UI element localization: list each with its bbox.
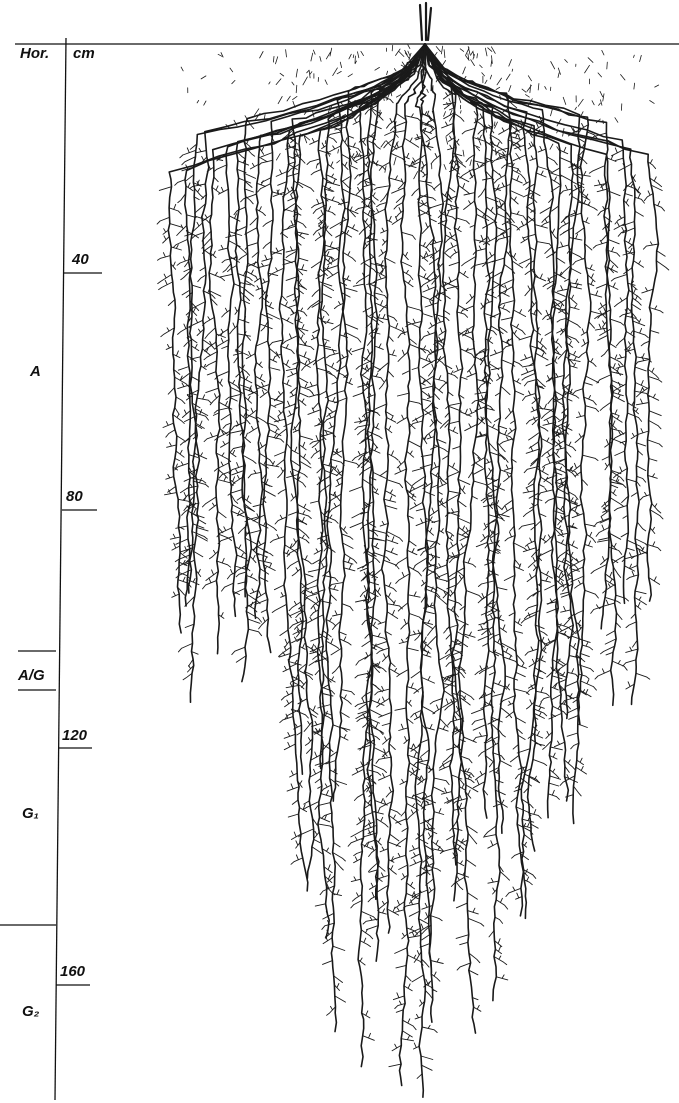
horizon-label: G₂ [22, 1003, 40, 1020]
root [424, 43, 543, 852]
root [618, 163, 652, 690]
root [424, 43, 559, 819]
root [208, 43, 426, 655]
root [424, 43, 640, 706]
depth-label: 160 [60, 963, 86, 980]
root [423, 43, 445, 1023]
root [347, 101, 391, 1041]
root [332, 43, 426, 802]
root [253, 43, 426, 620]
root [424, 43, 457, 866]
horizon-label: A [29, 363, 41, 380]
root [514, 142, 555, 829]
root [417, 43, 433, 974]
depth-label: 120 [62, 727, 88, 744]
root [405, 110, 443, 937]
root [180, 44, 660, 180]
root [184, 43, 426, 607]
root [398, 43, 427, 1087]
root [494, 127, 534, 900]
root [371, 113, 406, 916]
root [176, 143, 210, 681]
root [424, 43, 513, 834]
root [424, 43, 480, 1034]
root [282, 153, 315, 736]
root [187, 43, 426, 594]
root [444, 120, 494, 1012]
root [325, 43, 426, 1033]
root [241, 43, 426, 683]
root [424, 43, 592, 825]
root [312, 99, 364, 1016]
root [424, 43, 630, 605]
root [592, 181, 629, 680]
root [221, 150, 260, 578]
root [530, 115, 573, 800]
root [156, 186, 192, 598]
root [315, 43, 426, 939]
root [631, 159, 670, 585]
root [610, 147, 644, 572]
root-system [156, 1, 670, 1098]
root [252, 152, 285, 630]
root [267, 136, 309, 865]
root [424, 43, 570, 802]
root [167, 43, 426, 634]
root [438, 92, 476, 891]
root [294, 43, 426, 775]
root [354, 95, 394, 931]
root [380, 43, 426, 934]
depth-label: 80 [66, 488, 83, 505]
depth-axis [54, 37, 67, 1101]
root [559, 123, 607, 798]
root [174, 147, 216, 579]
root [323, 113, 362, 785]
horizon-label: G₁ [22, 805, 39, 822]
root [424, 43, 464, 902]
root [366, 43, 426, 962]
root [290, 43, 426, 880]
depth-label: 40 [71, 251, 89, 268]
root [189, 43, 426, 703]
root [418, 1, 433, 42]
root [319, 43, 426, 770]
root [419, 117, 458, 993]
root [424, 43, 541, 920]
unit-header: cm [73, 45, 95, 62]
root [471, 124, 512, 796]
horizon-label: A/G [17, 667, 45, 684]
horizon-header: Hor. [20, 45, 49, 62]
root [470, 115, 510, 981]
root [424, 43, 618, 707]
root [429, 101, 467, 854]
